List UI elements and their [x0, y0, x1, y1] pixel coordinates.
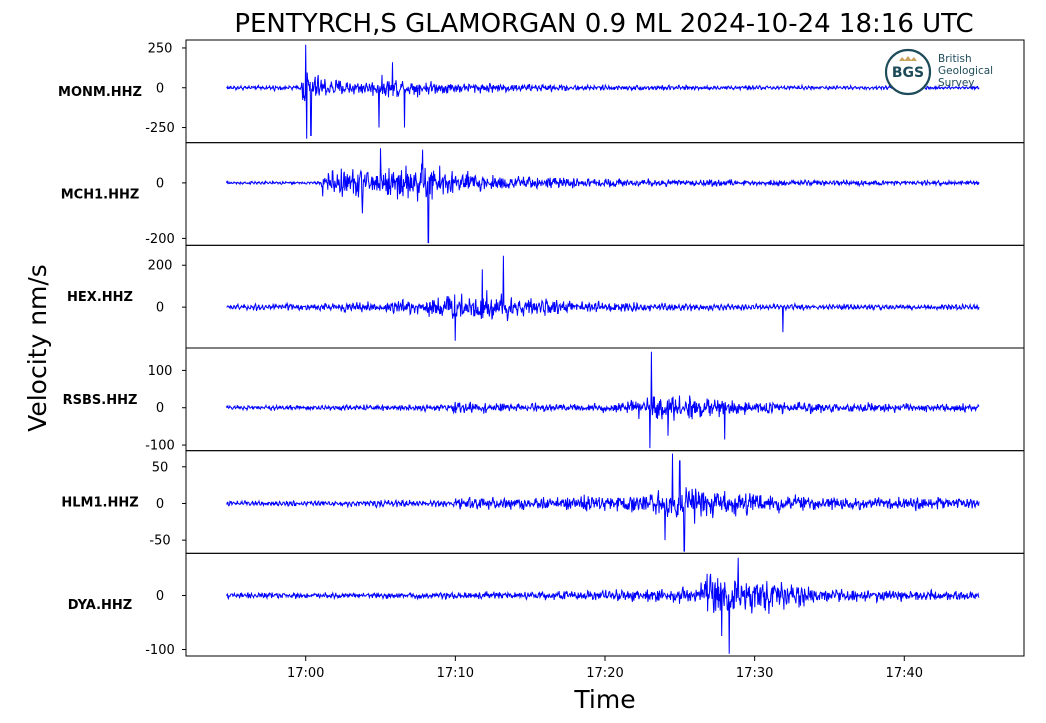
waveform-trace	[225, 351, 980, 449]
x-tick-label: 17:00	[287, 666, 324, 681]
station-label: MCH1.HHZ	[61, 188, 140, 203]
crown-icon	[899, 56, 917, 61]
y-tick-label: 0	[156, 81, 164, 96]
logo-line-1: British	[938, 53, 972, 65]
y-tick-label: 0	[156, 497, 164, 512]
y-tick-label: 0	[156, 589, 164, 604]
logo-line-3: Survey	[938, 77, 975, 89]
y-tick-label: 0	[156, 301, 164, 316]
waveform-trace	[225, 148, 980, 244]
y-axis-label: Velocity nm/s	[23, 264, 52, 432]
bgs-logo: BGS British Geological Survey	[884, 48, 993, 96]
logo-badge: BGS	[892, 65, 924, 81]
station-label: MONM.HHZ	[58, 85, 142, 100]
y-tick-label: 50	[152, 460, 169, 475]
panel-hex-hhz: 200 0 HEX.HHZ	[67, 244, 1025, 349]
waveform-trace	[226, 255, 980, 341]
y-tick-label: -100	[145, 643, 175, 658]
y-tick-label: 200	[148, 259, 173, 274]
waveform-trace	[226, 44, 980, 139]
logo-line-2: Geological	[938, 65, 993, 77]
x-axis: 17:00 17:10 17:20 17:30 17:40	[287, 656, 923, 681]
station-label: DYA.HHZ	[68, 598, 132, 613]
x-tick-label: 17:20	[586, 666, 623, 681]
station-label: RSBS.HHZ	[63, 393, 138, 408]
waveform-trace	[226, 453, 980, 552]
logo-ring	[884, 48, 932, 96]
y-tick-label: 0	[156, 401, 164, 416]
x-axis-label: Time	[573, 685, 635, 714]
x-tick-label: 17:30	[736, 666, 773, 681]
station-label: HEX.HHZ	[67, 290, 133, 305]
y-tick-label: -200	[145, 232, 175, 247]
y-tick-label: -100	[145, 439, 175, 454]
y-tick-label: 0	[156, 176, 164, 191]
y-tick-label: -50	[149, 534, 170, 549]
chart-title: PENTYRCH,S GLAMORGAN 0.9 ML 2024-10-24 1…	[234, 9, 973, 39]
x-tick-label: 17:10	[437, 666, 474, 681]
trace-panels: 250 0 -250 MONM.HHZ 0 -200 MCH1.HHZ 200 0 HEX.HHZ…	[58, 39, 1025, 658]
y-tick-label: 100	[148, 364, 173, 379]
panel-dya-hhz: 0 -100 DYA.HHZ	[68, 552, 1025, 658]
y-tick-label: 250	[148, 41, 173, 56]
y-tick-label: -250	[145, 121, 175, 136]
station-label: HLM1.HHZ	[61, 496, 138, 511]
x-tick-label: 17:40	[886, 666, 923, 681]
panel-hlm1-hhz: 50 0 -50 HLM1.HHZ	[61, 450, 1025, 554]
waveform-trace	[225, 557, 980, 654]
